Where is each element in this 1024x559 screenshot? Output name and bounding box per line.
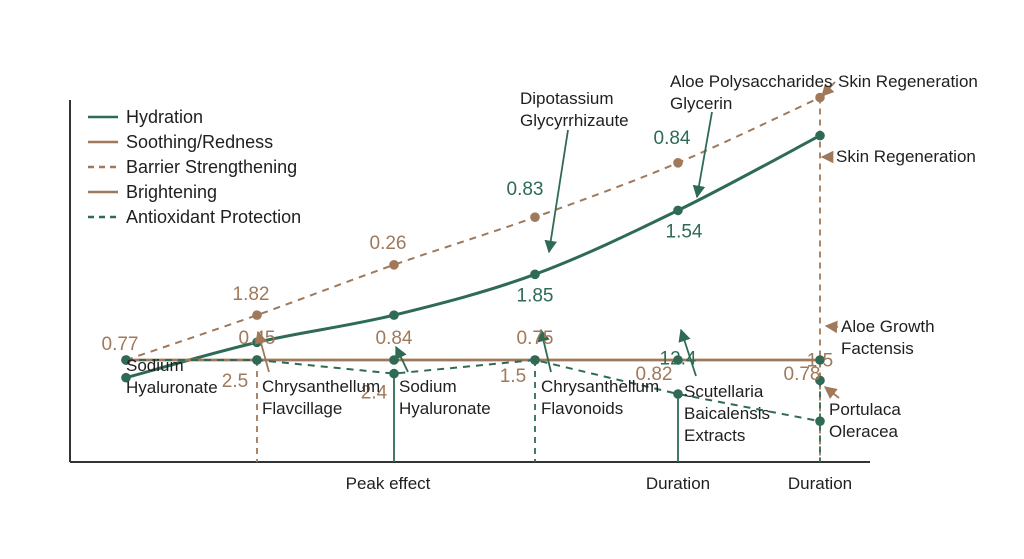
- data-label: 1.5: [500, 366, 526, 387]
- legend-entry: Soothing/Redness: [126, 132, 273, 152]
- data-label: 0.45: [239, 328, 276, 349]
- annotation-arrow: [692, 111, 713, 199]
- annotation-line: Chrysanthellum: [262, 377, 380, 396]
- annotation-arrow: [395, 345, 409, 373]
- annotation-line: Glycyrrhizaute: [520, 111, 629, 130]
- data-label: 2.5: [222, 371, 248, 392]
- x-tick-label: Peak effect: [346, 474, 431, 493]
- annotation-line: Flavcillage: [262, 399, 342, 418]
- data-point: [389, 260, 399, 270]
- annotation-text: Aloe Growth Factensis: [841, 317, 935, 358]
- data-label: 0.82: [636, 364, 673, 385]
- data-labels: 0.77 1.82 0.45 2.5 0.26 0.84 2.4 0.83 1.85 0.75 1.…: [102, 128, 834, 404]
- annotation-arrow: [821, 81, 836, 97]
- x-tick-labels: Peak effect Duration Duration: [346, 474, 853, 493]
- data-label: 0.78: [784, 364, 821, 385]
- data-point: [673, 158, 683, 168]
- data-point: [530, 355, 540, 365]
- annotation-text: Skin Regeneration: [838, 72, 978, 91]
- data-point: [252, 310, 262, 320]
- annotation-arrow: [544, 129, 569, 254]
- data-label: 0.83: [507, 179, 544, 200]
- annotation-line: Skin Regeneration: [838, 72, 978, 91]
- annotation-text: Chrysanthellum Flavcillage: [262, 377, 380, 418]
- data-point: [815, 375, 825, 386]
- annotation-arrow: [678, 328, 697, 377]
- legend-entry: Barrier Strengthening: [126, 157, 297, 177]
- data-label: 0.84: [654, 128, 691, 149]
- annotation-text: Chrysanthellum Flavonoids: [541, 377, 659, 418]
- data-point: [815, 355, 825, 365]
- annotation-text: Dipotassium Glycyrrhizaute: [520, 89, 629, 130]
- annotation-line: Factensis: [841, 339, 914, 358]
- data-point: [389, 355, 399, 365]
- drop-lines: [256, 97, 821, 462]
- data-label: 1.54: [666, 221, 703, 242]
- data-label: 1.85: [517, 285, 554, 306]
- data-label: 0.75: [517, 328, 554, 349]
- annotation-text: Skin Regeneration: [836, 147, 976, 166]
- annotation-arrow: [537, 328, 552, 373]
- data-point: [121, 372, 131, 383]
- data-point: [530, 269, 540, 280]
- data-label: 2.4: [361, 383, 388, 404]
- annotation-line: Skin Regeneration: [836, 147, 976, 166]
- annotation-line: Flavonoids: [541, 399, 623, 418]
- annotation-line: Scutellaria: [684, 382, 764, 401]
- data-point: [673, 205, 683, 216]
- data-point: [815, 416, 825, 427]
- annotation-arrow: [824, 386, 840, 399]
- legend: Hydration Soothing/Redness Barrier Strengt…: [88, 107, 301, 227]
- data-point: [121, 355, 131, 365]
- annotation-line: Glycerin: [670, 94, 732, 113]
- ingredient-annotations: Sodium Hyaluronate Chrysanthellum Flavcilla…: [126, 72, 978, 445]
- data-point: [815, 130, 825, 141]
- annotation-line: Sodium: [399, 377, 457, 396]
- data-point: [673, 355, 683, 365]
- annotation-line: Aloe Polysaccharides: [670, 72, 833, 91]
- annotation-text: Sodium Hyaluronate: [399, 377, 491, 418]
- annotation-line: Hyaluronate: [399, 399, 491, 418]
- data-label: 0.26: [370, 233, 407, 254]
- annotation-line: Oleracea: [829, 422, 899, 441]
- annotation-text: Sodium Hyaluronate: [126, 356, 218, 397]
- annotation-text: Scutellaria Baicalensis Extracts: [684, 382, 770, 445]
- series-lines: [125, 96, 821, 423]
- x-tick-label: Duration: [788, 474, 852, 493]
- data-point: [530, 212, 540, 222]
- legend-entry: Hydration: [126, 107, 203, 127]
- annotation-arrows: [254, 81, 840, 399]
- annotation-line: Dipotassium: [520, 89, 614, 108]
- annotation-line: Aloe Growth: [841, 317, 935, 336]
- data-point: [389, 368, 399, 379]
- x-tick-label: Duration: [646, 474, 710, 493]
- data-point: [389, 310, 399, 320]
- annotation-line: Portulaca: [829, 400, 901, 419]
- data-label: 1.5: [807, 350, 833, 371]
- annotation-text: Aloe Polysaccharides Glycerin: [670, 72, 833, 113]
- annotation-arrow: [824, 320, 839, 334]
- series-line-barrier-strengthening: [125, 96, 821, 361]
- annotation-line: Hyaluronate: [126, 378, 218, 397]
- series-line-hydration: [125, 134, 821, 380]
- data-label: 0.77: [102, 334, 139, 355]
- annotation-line: Chrysanthellum: [541, 377, 659, 396]
- data-label: 1.82: [233, 284, 270, 305]
- data-point: [673, 389, 683, 399]
- annotation-text: Portulaca Oleracea: [829, 400, 901, 441]
- data-point: [252, 355, 262, 365]
- legend-entry: Antioxidant Protection: [126, 207, 301, 227]
- annotation-line: Baicalensis: [684, 404, 770, 423]
- annotation-line: Extracts: [684, 426, 745, 445]
- series-line-antioxidant-protection: [126, 358, 821, 423]
- data-label: 12.4: [660, 348, 697, 369]
- annotation-line: Sodium: [126, 356, 184, 375]
- annotation-arrow: [254, 330, 270, 373]
- data-label: 0.84: [376, 328, 413, 349]
- legend-entry: Brightening: [126, 182, 217, 202]
